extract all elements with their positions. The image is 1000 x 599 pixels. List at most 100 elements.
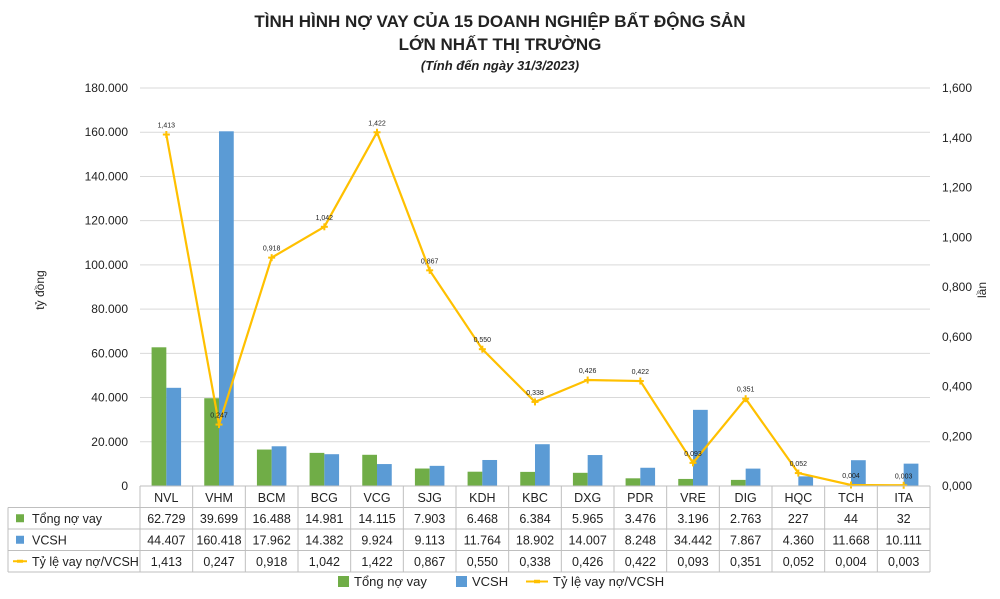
y2-tick-label: 0,200	[942, 429, 972, 443]
y2-tick-label: 0,800	[942, 280, 972, 294]
ratio-data-label: 0,247	[210, 413, 228, 420]
y-tick-label: 80.000	[91, 302, 128, 316]
ratio-point	[268, 254, 276, 262]
y2-tick-label: 0,000	[942, 479, 972, 493]
table-cell: 0,003	[888, 555, 919, 569]
y-tick-label: 60.000	[91, 346, 128, 360]
table-cell: 227	[788, 512, 809, 526]
ratio-data-label: 0,004	[842, 473, 860, 480]
ratio-point	[215, 421, 223, 429]
bar-debt	[730, 479, 746, 486]
bar-debt	[151, 347, 167, 486]
category-label: ITA	[894, 491, 913, 505]
ratio-point	[689, 459, 697, 467]
ratio-data-label: 1,413	[158, 123, 176, 130]
y-tick-label: 180.000	[85, 81, 129, 95]
legend-item: Tổng nợ vay	[338, 574, 427, 589]
table-cell: 17.962	[253, 533, 291, 547]
category-label: DXG	[574, 491, 601, 505]
legend-label: Tổng nợ vay	[354, 574, 427, 589]
ratio-data-label: 0,550	[474, 337, 492, 344]
ratio-data-label: 0,052	[790, 461, 808, 468]
category-label: VCG	[363, 491, 390, 505]
y-tick-label: 140.000	[85, 169, 129, 183]
table-cell: 5.965	[572, 512, 603, 526]
y2-tick-label: 1,600	[942, 81, 972, 95]
chart-title-line2: LỚN NHẤT THỊ TRƯỜNG	[399, 35, 602, 54]
table-cell: 1,042	[309, 555, 340, 569]
table-cell: 44	[844, 512, 858, 526]
ratio-point	[742, 395, 750, 403]
y-tick-label: 20.000	[91, 435, 128, 449]
category-label: NVL	[154, 491, 178, 505]
y2-axis-label: lần	[975, 282, 989, 298]
table-cell: 14.115	[358, 512, 395, 526]
bar-equity	[429, 465, 445, 486]
table-cell: 8.248	[625, 533, 656, 547]
category-label: KBC	[522, 491, 548, 505]
table-cell: 2.763	[730, 512, 761, 526]
ratio-point	[373, 128, 381, 136]
ratio-data-label: 0,093	[684, 451, 702, 458]
ratio-data-label: 0,003	[895, 473, 913, 480]
table-cell: 34.442	[674, 533, 712, 547]
table-cell: 14.007	[569, 533, 607, 547]
legend-swatch	[338, 576, 349, 587]
table-cell: 0,550	[467, 555, 498, 569]
y-axis-label: tỷ đồng	[33, 270, 47, 309]
ratio-point	[847, 481, 855, 489]
ratio-point	[162, 131, 170, 139]
ratio-point	[584, 376, 592, 384]
row-key-swatch	[16, 514, 24, 523]
ratio-data-label: 1,042	[316, 215, 334, 222]
bar-equity	[482, 459, 498, 486]
category-label: SJG	[418, 491, 442, 505]
ratio-line-layer: 1,413 0,247 0,918 1,042 1,422 0,867 0,550 0,338…	[158, 120, 913, 489]
y-tick-label: 40.000	[91, 391, 128, 405]
legend-item: VCSH	[456, 574, 508, 589]
ratio-data-label: 0,351	[737, 387, 755, 394]
bar-equity	[851, 460, 866, 486]
ratio-point	[636, 377, 644, 385]
table-cell: 11.668	[832, 533, 869, 547]
table-cell: 1,422	[361, 555, 392, 569]
category-label: VHM	[205, 491, 233, 505]
bar-debt	[309, 452, 325, 486]
table-cell: 39.699	[200, 512, 238, 526]
legend-swatch	[456, 576, 467, 587]
category-label: PDR	[627, 491, 653, 505]
table-cell: 7.903	[414, 512, 445, 526]
bar-equity	[377, 464, 392, 486]
table-cell: 7.867	[730, 533, 761, 547]
table-cell: 1,413	[151, 555, 182, 569]
ratio-point	[794, 469, 802, 477]
bar-equity	[640, 467, 656, 486]
category-label: BCG	[311, 491, 338, 505]
bar-debt	[204, 398, 219, 486]
bar-equity	[535, 444, 550, 486]
bar-equity	[324, 454, 340, 486]
ratio-data-label: 0,426	[579, 368, 597, 375]
y2-tick-label: 0,600	[942, 330, 972, 344]
bar-debt	[414, 468, 430, 486]
y2-tick-label: 1,000	[942, 230, 972, 244]
chart-title-line1: TÌNH HÌNH NỢ VAY CỦA 15 DOANH NGHIỆP BẤT…	[254, 12, 745, 31]
row-series-name: Tổng nợ vay	[32, 512, 103, 526]
bar-debt	[467, 471, 483, 486]
bar-debt	[520, 471, 535, 486]
table-cell: 6.384	[519, 512, 550, 526]
category-label: HQC	[784, 491, 812, 505]
legend: Tổng nợ vay VCSH Tỷ lệ vay nợ/VCSH	[338, 574, 664, 589]
bar-equity	[587, 455, 603, 486]
y-tick-label: 100.000	[85, 258, 129, 272]
table-cell: 0,426	[572, 555, 603, 569]
table-cell: 0,338	[519, 555, 550, 569]
y2-tick-label: 1,200	[942, 181, 972, 195]
ratio-data-label: 0,422	[632, 369, 650, 376]
table-cell: 4.360	[783, 533, 814, 547]
grid-layer: 0 20.000 40.000 60.000 80.000 100.000 120.000 1…	[85, 81, 973, 493]
category-label: BCM	[258, 491, 286, 505]
bar-debt	[572, 472, 588, 486]
table-cell: 44.407	[147, 533, 185, 547]
